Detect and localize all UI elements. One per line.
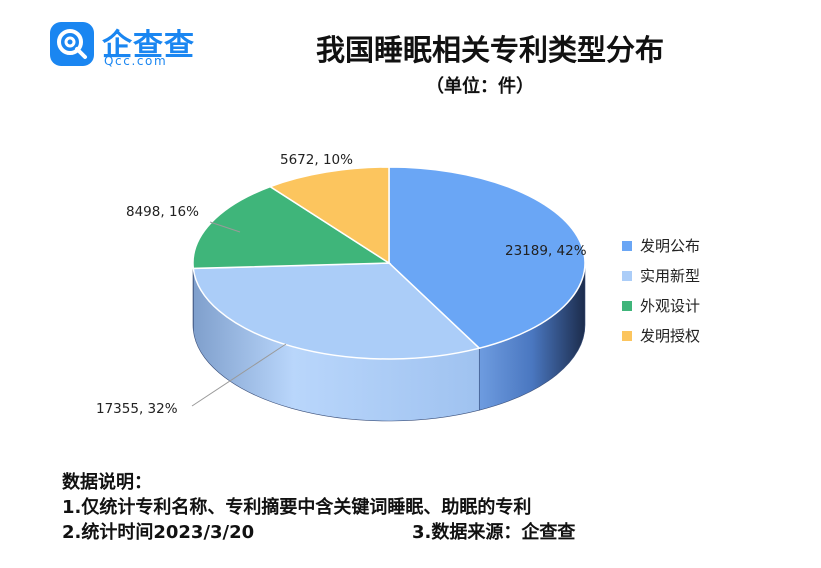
pie-slices [192,166,586,360]
qcc-logo-icon [50,22,94,66]
logo: 企查查 Qcc.com [50,20,210,68]
logo-name: 企查查 [102,28,195,63]
notes: 数据说明： 1.仅统计专利名称、专利摘要中含关键词睡眠、助眠的专利 2.统计时间… [62,470,575,545]
notes-source: 3.数据来源：企查查 [412,522,576,543]
notes-line-2: 2.统计时间2023/3/20 [62,522,255,543]
slice-1-legend-label: 发明公布 [640,237,700,255]
logo-domain: Qcc.com [104,54,168,68]
slice-4-data-label: 5672, 10% [280,152,353,168]
slice-2-data-label: 17355, 32% [96,401,178,417]
notes-heading: 数据说明： [62,472,152,493]
leader-lines [191,221,287,407]
slice-3-legend-swatch [622,301,632,311]
slice-3-data-label: 8498, 16% [126,204,199,220]
slice-2-top [192,262,481,360]
slice-4-legend-swatch [622,331,632,341]
slice-3-leader [209,221,241,233]
slice-2-legend-label: 实用新型 [640,267,700,285]
data-labels: 23189, 42% 17355, 32% 8498, 16% 5672, 10% [96,152,587,417]
chart-title: 我国睡眠相关专利类型分布 [315,33,664,67]
slice-3-legend-label: 外观设计 [640,297,700,315]
slice-2-leader [191,343,287,407]
slice-4-legend-label: 发明授权 [640,327,700,345]
notes-line-1: 1.仅统计专利名称、专利摘要中含关键词睡眠、助眠的专利 [62,497,532,518]
slice-1-top [388,166,586,350]
slice-4-top [268,166,390,265]
chart-subtitle: （单位：件） [426,76,534,97]
slice-2-legend-swatch [622,271,632,281]
slice-1-data-label: 23189, 42% [505,243,587,259]
slice-1-legend-swatch [622,241,632,251]
